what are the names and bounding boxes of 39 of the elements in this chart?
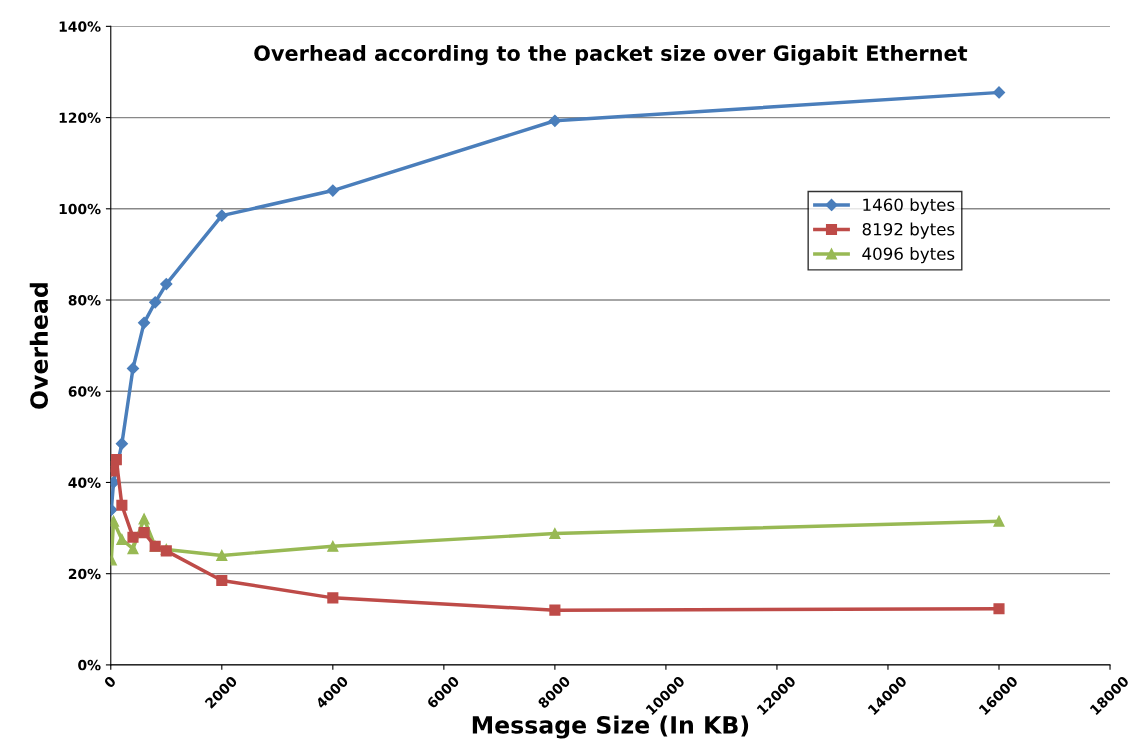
y-axis-title: Overhead [29,283,49,409]
point [138,513,150,525]
y-tick-label: 140% [59,21,101,32]
point [110,515,120,527]
point [216,549,228,561]
point [137,316,151,329]
point [327,540,339,552]
y-tick-label: 120% [59,112,101,124]
point [216,574,228,587]
point [115,437,128,450]
point [327,592,339,604]
legend-label: 8192 bytes [862,222,955,239]
y-tick-label: 40% [68,477,101,488]
point [160,277,173,291]
point [110,454,122,466]
y-tick-label: 80% [68,294,101,306]
point [326,184,339,197]
x-tick-label: 0 [103,675,117,689]
point [138,527,150,539]
point [149,296,162,309]
point [549,604,561,616]
point [127,543,139,555]
y-tick-label: 100% [59,203,101,215]
point [215,209,228,222]
legend-label: 4096 bytes [862,247,955,264]
legend-label: 1460 bytes [863,198,955,215]
point [127,531,139,543]
x-axis-title: Message Size (In KB) [472,715,749,739]
point [126,362,140,375]
y-tick-label: 60% [68,386,101,397]
point [549,527,561,540]
y-tick-label: 20% [68,568,101,580]
text: Overhead according to the packet size over Gigabit Ethernet [254,44,968,66]
point [993,603,1005,615]
point [992,86,1006,99]
point [993,515,1005,527]
point [548,114,561,127]
y-tick-label: 0% [78,659,101,671]
point [116,499,128,511]
